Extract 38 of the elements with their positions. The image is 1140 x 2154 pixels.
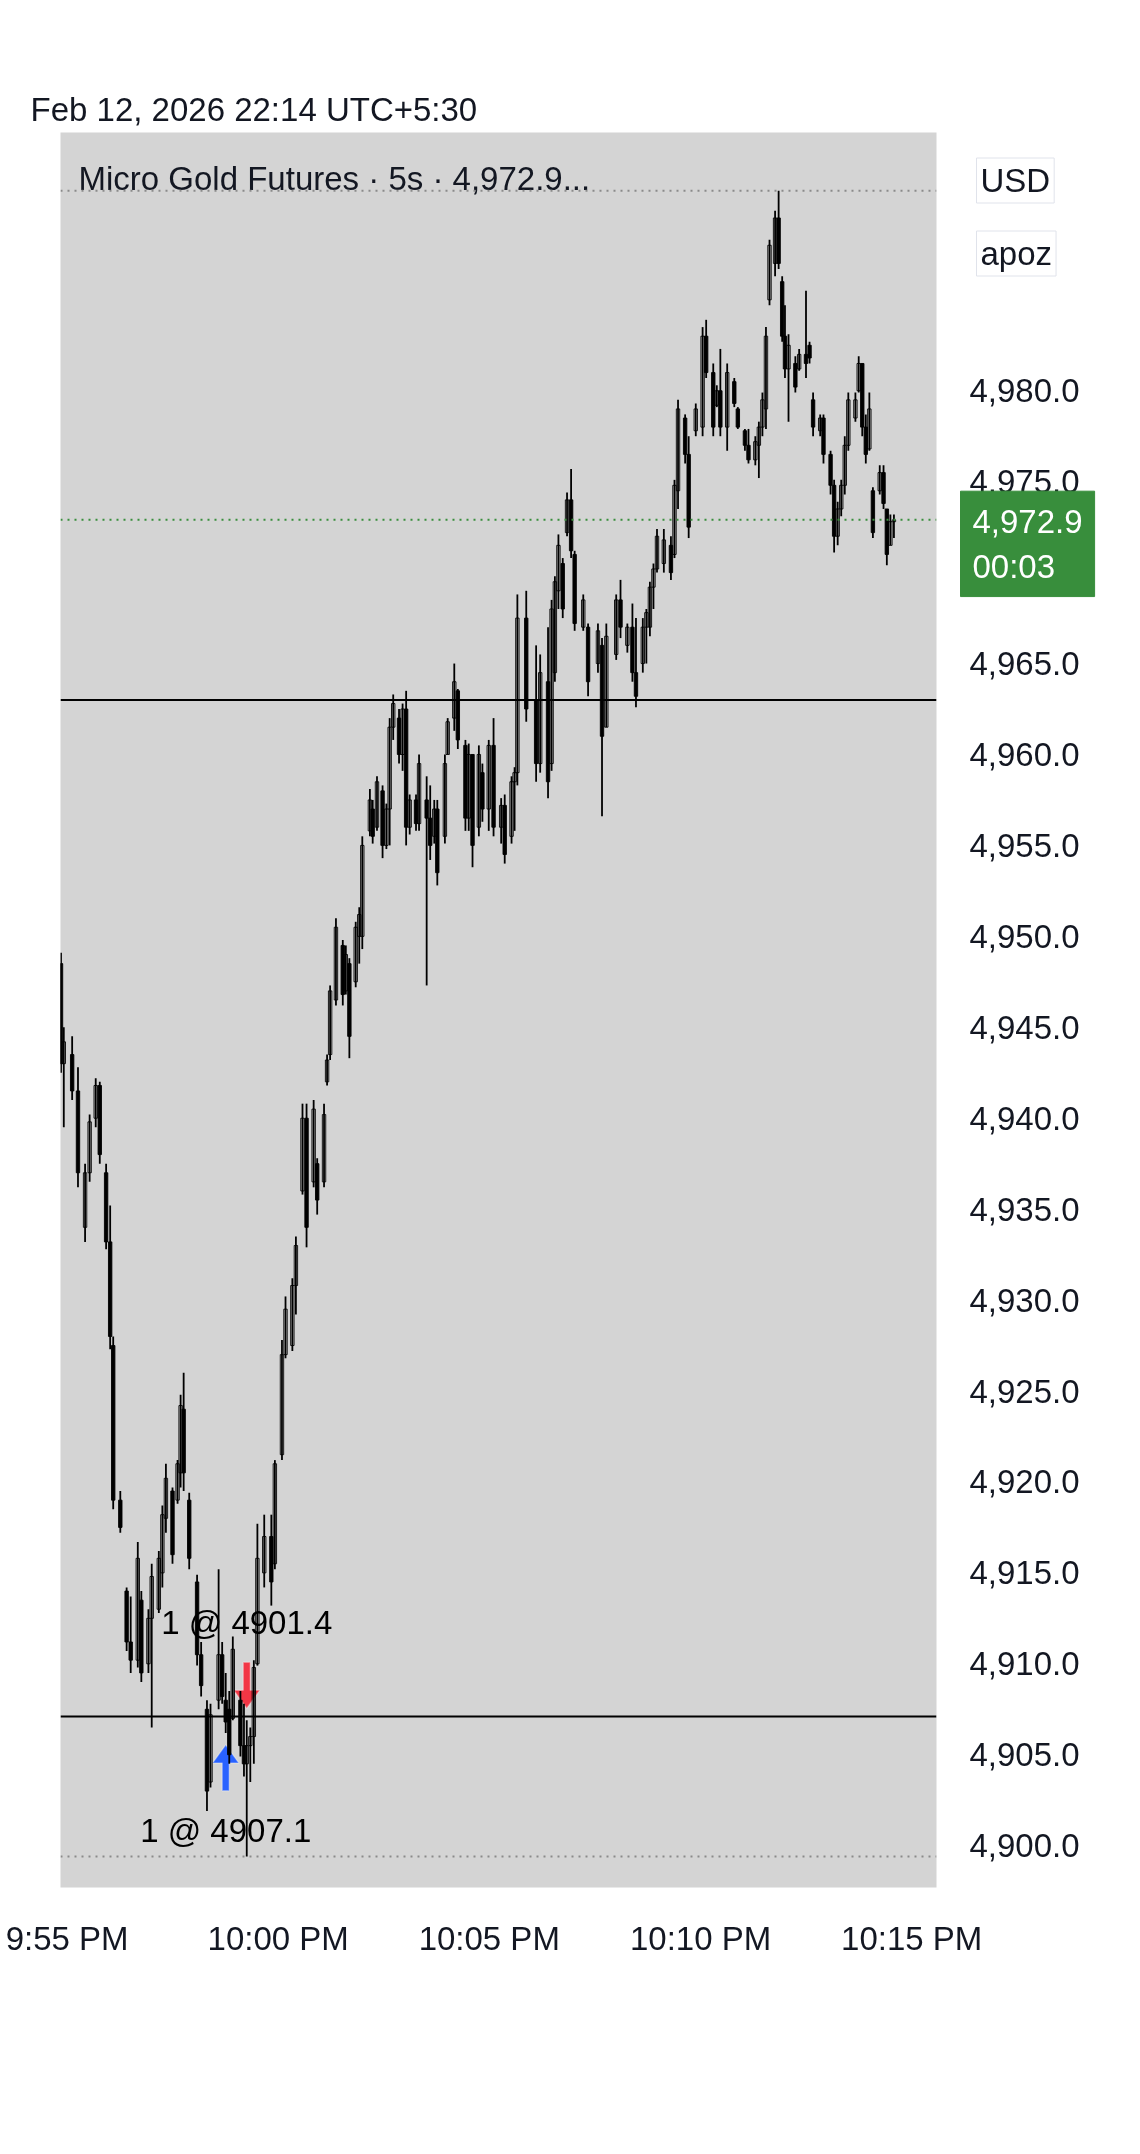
candlestick <box>661 528 666 574</box>
x-tick-label: 9:55 PM <box>5 1919 129 1957</box>
y-tick-label: 4,905.0 <box>969 1736 1080 1774</box>
candlestick <box>725 362 730 452</box>
candlestick <box>853 391 858 423</box>
y-tick-label: 4,955.0 <box>969 826 1080 864</box>
x-tick-label: 10:00 PM <box>207 1919 349 1957</box>
candlestick <box>786 333 791 423</box>
y-tick-label: 4,915.0 <box>969 1554 1080 1592</box>
y-tick-label: 4,930.0 <box>969 1281 1080 1319</box>
x-tick-label: 10:05 PM <box>418 1919 560 1957</box>
text: Micro Gold Futures · 5s · 4,972.9... <box>78 160 591 197</box>
y-tick-label: 4,900.0 <box>969 1827 1080 1865</box>
y-tick-label: 4,925.0 <box>969 1372 1080 1410</box>
text: apoz <box>980 235 1053 272</box>
candlestick <box>416 753 422 832</box>
y-tick-label: 4,940.0 <box>969 1099 1080 1137</box>
x-tick-label: 10:15 PM <box>841 1919 983 1957</box>
text: USD <box>980 162 1051 199</box>
candlestick <box>732 377 737 409</box>
y-tick-label: 4,965.0 <box>969 645 1080 683</box>
candlestick <box>262 1513 267 1589</box>
candlestick <box>424 775 429 987</box>
y-tick-label: 4,920.0 <box>969 1463 1080 1501</box>
x-tick-label: 10:10 PM <box>629 1919 772 1957</box>
candlestick <box>321 1102 327 1189</box>
y-tick-label: 4,935.0 <box>969 1190 1080 1228</box>
y-tick-label: 4,945.0 <box>969 1008 1080 1046</box>
candlestick <box>735 406 740 430</box>
candlestick <box>333 917 339 1007</box>
ref-line-label: 4,972.9 00:03 <box>972 503 1083 585</box>
candlestick <box>693 402 698 438</box>
y-tick-label: 4,950.0 <box>969 917 1080 955</box>
y-tick-label: 4,980.0 <box>969 372 1080 410</box>
chart-subtitle: Feb 12, 2026 22:14 UTC+5:30 <box>30 90 478 128</box>
y-tick-label: 4,910.0 <box>969 1645 1080 1683</box>
candlestick <box>746 428 751 465</box>
y-tick-label: 4,960.0 <box>969 735 1080 773</box>
